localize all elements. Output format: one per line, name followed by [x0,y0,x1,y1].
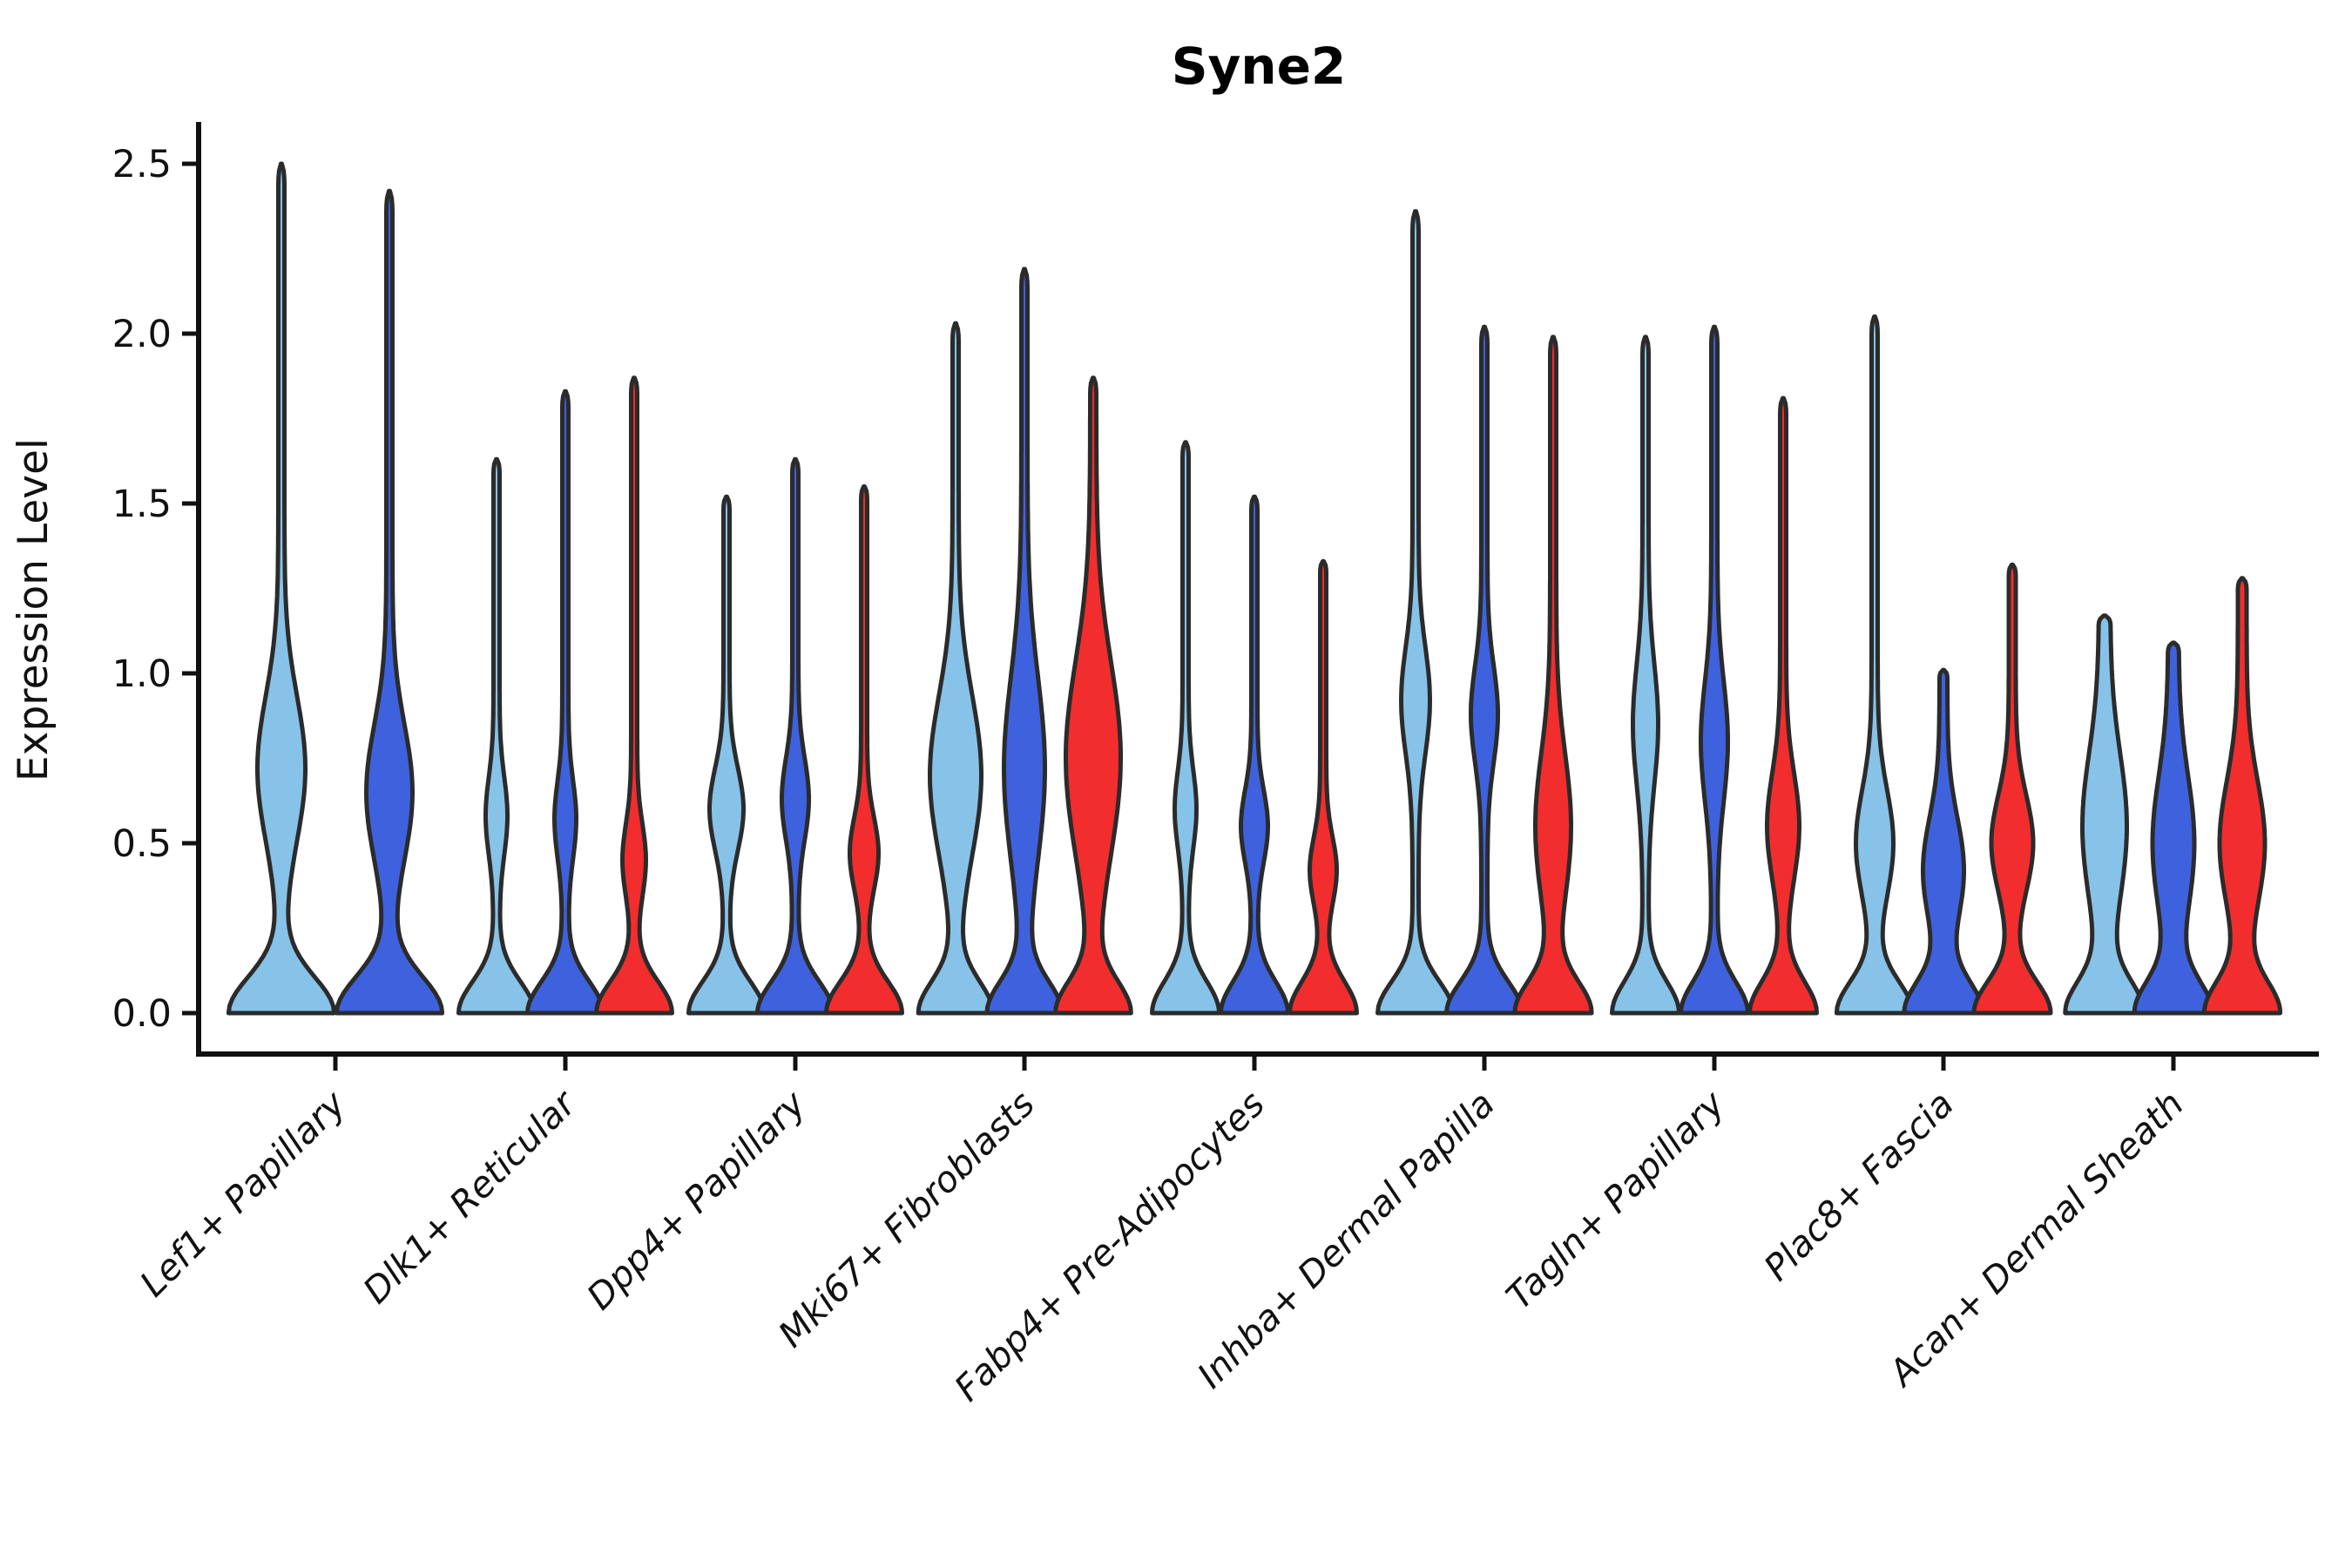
violin-light_blue-plac8 [1834,314,1916,1016]
violin-royal_blue-acan [2132,640,2215,1016]
violin-royal_blue-plac8 [1902,667,1985,1016]
violin-royal_blue-fabp4 [1219,494,1290,1016]
violin-light_blue-acan [2063,613,2146,1016]
x-tick-label: Dpp4+ Papillary [578,1083,814,1318]
violin-light_blue-dlk1 [456,456,537,1016]
y-axis-label: Expression Level [10,438,57,781]
violin-red-mki67 [1053,375,1133,1016]
x-tick-label: Mki67+ Fibroblasts [770,1083,1043,1355]
violin-red-dlk1 [594,375,674,1016]
axes: 0.0 0.5 1.0 1.5 2.0 2.5 Lef1+ Papillary Dlk1+ R… [112,122,2319,1409]
y-tick-label: 1.0 [112,652,172,696]
chart-title: Syne2 [1172,37,1347,96]
x-tick-label: Lef1+ Papillary [132,1083,354,1305]
x-tick-label: Tagln+ Papillary [1498,1083,1734,1318]
y-tick-label: 0.0 [112,992,172,1036]
violin-royal_blue-mki67 [984,267,1064,1016]
violin-light_blue-inhba [1375,209,1456,1016]
violin-red-fabp4 [1288,558,1359,1016]
violins-layer [226,161,2282,1016]
violin-royal_blue-tagln [1679,324,1750,1016]
violin-red-plac8 [1971,562,2053,1016]
violin-royal_blue-inhba [1444,324,1524,1016]
violin-light_blue-lef1 [226,161,337,1016]
violin-red-acan [2202,576,2282,1016]
y-tick-label: 2.0 [112,313,172,356]
x-tick-label: Plac8+ Fascia [1756,1083,1962,1288]
violin-red-dpp4 [824,484,904,1016]
y-tick-label: 1.5 [112,483,172,526]
y-tick-label: 0.5 [112,822,172,866]
violin-light_blue-tagln [1610,335,1681,1016]
violin-light_blue-fabp4 [1150,440,1221,1016]
violin-royal_blue-lef1 [334,188,445,1016]
y-tick-label: 2.5 [112,143,172,186]
violin-royal_blue-dpp4 [755,456,835,1016]
violin-red-inhba [1512,335,1594,1016]
violin-light_blue-dpp4 [686,494,767,1016]
violin-royal_blue-dlk1 [525,389,605,1016]
violin-red-tagln [1747,395,1819,1016]
violin-light_blue-mki67 [916,321,996,1016]
x-tick-label: Dlk1+ Reticular [355,1082,585,1312]
